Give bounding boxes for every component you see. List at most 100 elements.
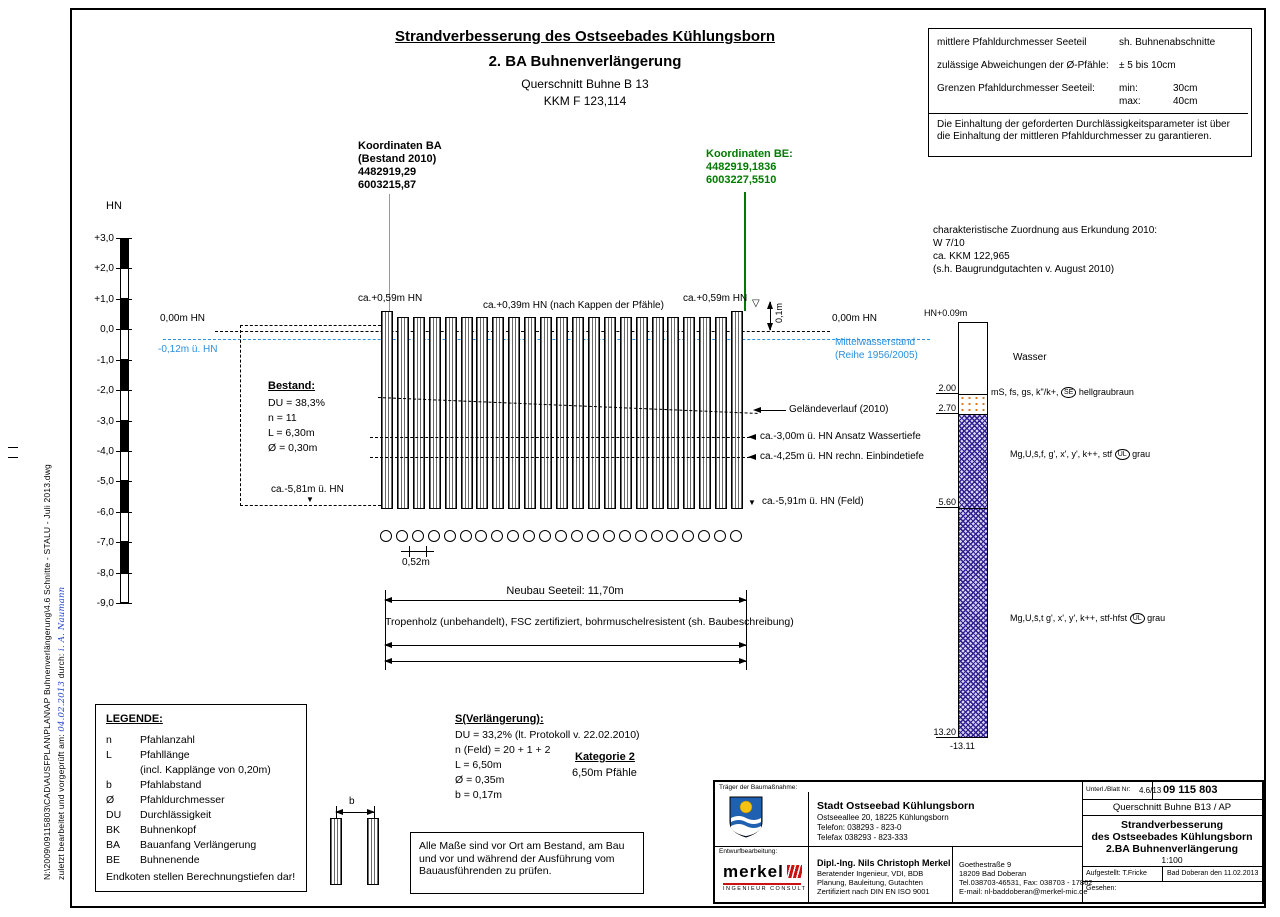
legend-symbol: b bbox=[106, 779, 112, 791]
legend-symbol bbox=[106, 763, 140, 778]
legend-box: LEGENDE: n Pfahlanzahl L Pfahllänge (incl. K… bbox=[95, 704, 307, 892]
legend-description: (incl. Kapplänge von 0,20m) bbox=[140, 764, 271, 776]
verlaengerung-l: L = 6,50m bbox=[455, 759, 502, 771]
verlaengerung-b: b = 0,17m bbox=[455, 789, 502, 801]
edit-note-signature: i. A. Naumann bbox=[57, 586, 67, 651]
legend-description: Buhnenkopf bbox=[140, 824, 197, 836]
scale-tick-label: -4,0 bbox=[96, 445, 114, 457]
pile-plan-circle bbox=[730, 530, 743, 542]
zero-level-line bbox=[215, 331, 830, 332]
zero-level-label-right: 0,00m HN bbox=[832, 313, 878, 324]
verlaengerung-n: n (Feld) = 20 + 1 + 2 bbox=[455, 744, 551, 756]
layer3-post: grau bbox=[1147, 613, 1166, 623]
legend-row: L Pfahllänge bbox=[106, 748, 298, 763]
pile-plan-circle bbox=[523, 530, 536, 542]
pile bbox=[524, 317, 537, 509]
neubau-ext-line bbox=[385, 590, 386, 670]
pile-top-level-mid: ca.+0,39m HN (nach Kappen der Pfähle) bbox=[483, 300, 664, 311]
layer2-symbol: UL bbox=[1114, 449, 1130, 460]
borehole-boundary bbox=[936, 737, 958, 738]
water-level-symbol: ▽ bbox=[752, 298, 760, 309]
bestand-l: L = 6,30m bbox=[268, 427, 315, 439]
erkundung-line1: charakteristische Zuordnung aus Erkundun… bbox=[933, 225, 1158, 236]
scale-tick-label: +3,0 bbox=[94, 233, 114, 244]
spec-note: Die Einhaltung der geforderten Durchläss… bbox=[937, 119, 1230, 142]
legend-symbol: BA bbox=[106, 839, 121, 851]
coords-ba-title: Koordinaten BA bbox=[358, 140, 442, 152]
pile bbox=[556, 317, 569, 509]
file-path-text: N:\2009\09115803\CAD\AUSFPLAN\PLAN\AP Bu… bbox=[42, 464, 52, 880]
pile bbox=[396, 317, 409, 509]
borehole-clay-section-2 bbox=[959, 508, 987, 737]
kategorie-label: Kategorie 2 bbox=[575, 751, 635, 763]
legend-symbol: n bbox=[106, 734, 112, 746]
erkundung-line2: W 7/10 bbox=[933, 238, 965, 249]
pile-plan-row bbox=[379, 530, 747, 544]
depth-label-left: ca.-5,81m ü. HN bbox=[271, 484, 344, 495]
pile-plan-circle bbox=[570, 530, 583, 542]
spec-row3-label: Grenzen Pfahldurchmesser Seeteil: bbox=[937, 83, 1095, 94]
layer3-pre: Mg,U,s̄,t g', x', y', k++, stf-hfst bbox=[1010, 613, 1128, 623]
bestand-title: Bestand: bbox=[268, 380, 316, 392]
coords-ba-leader-line bbox=[389, 194, 390, 311]
spec-row1-value: sh. Buhnenabschnitte bbox=[1119, 37, 1216, 48]
fold-mark bbox=[8, 447, 18, 448]
legend-description: Bauanfang Verlängerung bbox=[140, 839, 257, 851]
pile-plan-circle bbox=[427, 530, 440, 542]
ground-leader-arrow bbox=[753, 407, 761, 413]
erkundung-line3: ca. KKM 122,965 bbox=[933, 251, 1010, 262]
merkel-logo-mark-icon bbox=[786, 865, 802, 878]
spec-max-label: max: bbox=[1119, 96, 1141, 107]
pile-plan-circle bbox=[698, 530, 711, 542]
seen-label: Gesehen: bbox=[1086, 885, 1117, 892]
drawing-main-title: Strandverbesserung des Ostseebades Kühlu… bbox=[394, 28, 776, 45]
scale-segment bbox=[120, 329, 129, 360]
pile-plan-circle bbox=[666, 530, 679, 542]
spec-row1-label: mittlere Pfahldurchmesser Seeteil bbox=[937, 37, 1087, 48]
drawing-kkm-label: KKM F 123,114 bbox=[543, 94, 627, 108]
legend-row: DU Durchlässigkeit bbox=[106, 808, 298, 823]
borehole-boundary bbox=[936, 393, 958, 394]
depth-marker-left: ▼ bbox=[306, 495, 314, 504]
client-phone: Telefon: 038293 - 823-0 bbox=[817, 823, 902, 832]
coords-be-leader-line bbox=[744, 192, 746, 311]
legend-row: (incl. Kapplänge von 0,20m) bbox=[106, 763, 298, 778]
borehole-sand-section bbox=[959, 394, 987, 414]
borehole-depth-4: 13.20 bbox=[933, 727, 956, 737]
layer2-post: grau bbox=[1132, 449, 1151, 459]
scale-tick-label: -6,0 bbox=[96, 506, 114, 518]
legend-row: BE Buhnenende bbox=[106, 853, 298, 868]
pile bbox=[667, 317, 680, 509]
layer2-pre: Mg,U,s̄,f, g', x', y', k++, stf bbox=[1010, 449, 1113, 459]
borehole-layer1-label: mS, fs, gs, k"/k+, SE hellgraubraun bbox=[991, 387, 1134, 398]
pile bbox=[492, 317, 505, 509]
layer1-post: hellgraubraun bbox=[1078, 387, 1134, 397]
pile bbox=[731, 311, 744, 509]
scale-segment bbox=[120, 511, 129, 543]
pile bbox=[460, 317, 473, 509]
neubau-dim-line bbox=[384, 597, 747, 603]
scale-segment bbox=[120, 298, 129, 330]
water-depth-arrow bbox=[748, 434, 756, 440]
spec-min-value: 30cm bbox=[1173, 83, 1198, 94]
mwl-label-right1: Mittelwasserstand bbox=[835, 337, 916, 348]
borehole-layer3-label: Mg,U,s̄,t g', x', y', k++, stf-hfst UL g… bbox=[1010, 613, 1165, 624]
verlaengerung-du: DU = 33,2% (lt. Protokoll v. 22.02.2010) bbox=[455, 729, 640, 741]
pile-plan-circle bbox=[395, 530, 408, 542]
project-title-line3: 2.BA Buhnenverlängerung bbox=[1105, 843, 1239, 855]
detail-pile bbox=[367, 818, 379, 885]
ground-leader bbox=[760, 410, 786, 411]
borehole-layer2-label: Mg,U,s̄,f, g', x', y', k++, stf UL grau bbox=[1010, 449, 1150, 460]
verlaengerung-title: S(Verlängerung): bbox=[455, 713, 544, 725]
pile-plan-circle bbox=[555, 530, 568, 542]
pile-plan-circle bbox=[491, 530, 504, 542]
elevation-scale: +3,0 +2,0 +1,0 0,0 -1,0 -2,0 -3,0 -4,0 -5,0 -6,0 -… bbox=[84, 233, 132, 610]
legend-description: Pfahldurchmesser bbox=[140, 794, 225, 806]
neubau-ext-line bbox=[746, 590, 747, 670]
scale-segment bbox=[120, 420, 129, 451]
spec-divider bbox=[929, 113, 1248, 114]
kuehlungsborn-coat-of-arms bbox=[729, 796, 763, 843]
sheet-number-value: 4.6/13 bbox=[1139, 786, 1162, 795]
pile-plan-circle bbox=[443, 530, 456, 542]
material-note: Tropenholz (unbehandelt), FSC zertifizie… bbox=[385, 616, 794, 628]
